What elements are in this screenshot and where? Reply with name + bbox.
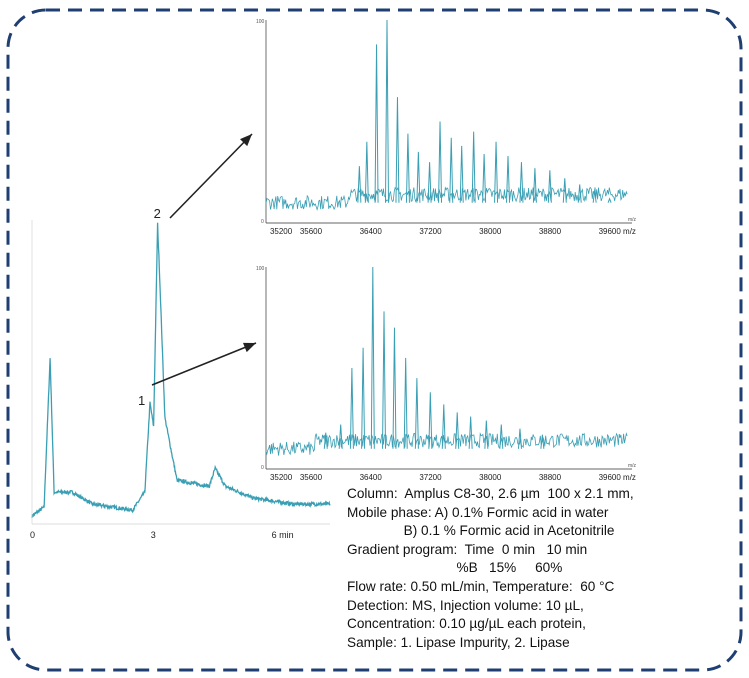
ms-spectrum-1-peak — [441, 404, 446, 449]
ms-spectrum-2-peak — [357, 166, 362, 203]
ms-spectrum-2-peak — [459, 145, 464, 203]
concentration-text: Concentration: 0.10 µg/µL each protein, — [347, 616, 586, 632]
ms-spectrum-1-peak — [540, 434, 545, 449]
mobile-phase-a-text: Mobile phase: A) 0.1% Formic acid in wat… — [347, 504, 609, 520]
ms-spectrum-2-peak — [532, 168, 537, 203]
ms-spectrum-1-y-tick: 0 — [261, 465, 264, 471]
sample-text: Sample: 1. Lipase Impurity, 2. Lipase — [347, 634, 570, 650]
ms-spectrum-2-peak — [385, 19, 390, 203]
ms-spectrum-2-tick-label: 35600 — [300, 227, 323, 236]
ms-spectrum-2-peak — [405, 133, 410, 203]
gradient-b-text: %B 15% 60% — [347, 560, 563, 576]
ms-spectrum-1-peak — [338, 424, 343, 449]
peak-arrows — [151, 133, 257, 386]
ms-spectrum-1-peak — [403, 357, 408, 449]
ms-spectrum-2-peak — [607, 197, 612, 203]
chromatogram-tick-label: 6 min — [272, 530, 294, 540]
ms-spectrum-1-peak — [323, 432, 328, 449]
ms-spectrum-1-peak — [484, 420, 489, 449]
chromatogram-plot: 0 3 6 min 1 2 — [30, 206, 331, 540]
ms-spectrum-2-tick-label: 36400 — [360, 227, 383, 236]
ms-spectrum-1-tick-label: 37200 — [419, 473, 442, 482]
ms-spectrum-2-tick-label: 35200 — [270, 227, 293, 236]
ms-spectrum-1-peak — [428, 392, 433, 449]
ms-spectrum-1-y-tick: 100 — [256, 266, 265, 272]
flow-rate-text: Flow rate: 0.50 mL/min, Temperature: 60 … — [347, 578, 615, 594]
ms-spectrum-1-tick-label: 38800 — [539, 473, 562, 482]
method-conditions: Column: Amplus C8-30, 2.6 µm 100 x 2.1 m… — [347, 485, 747, 652]
ms-spectrum-1-tick-label: 39600 m/z — [599, 473, 636, 482]
ms-spectrum-2-tick-label: 39600 m/z — [599, 227, 636, 236]
ms-spectrum-2-y-tick: 0 — [261, 219, 264, 225]
chromatogram-tick-label: 0 — [30, 530, 35, 540]
ms-spectrum-2-mz-label: m/z — [628, 217, 637, 223]
ms-spectrum-2-peak — [427, 162, 432, 203]
ms-spectrum-1-peak — [392, 327, 397, 449]
ms-spectrum-2-peak — [592, 190, 597, 203]
peak-label-2: 2 — [154, 206, 161, 221]
ms-spectrum-2-peak — [449, 137, 454, 203]
ms-spectrum-peak-1-plot: 100 0 35200 35600 36400 37200 38000 38800 39600 … — [256, 266, 637, 482]
ms-spectrum-peak-2-plot: 100 0 35200 35600 36400 37200 38000 38800 39600 … — [256, 19, 637, 236]
ms-spectrum-2-peak — [471, 131, 476, 203]
ms-spectrum-1-peak — [517, 428, 522, 449]
ms-spectrum-1-peak — [370, 266, 375, 449]
ms-spectrum-1-baseline-noise — [265, 432, 628, 456]
ms-spectrum-2-peak — [494, 141, 499, 203]
column-text: Column: Amplus C8-30, 2.6 µm 100 x 2.1 m… — [347, 486, 634, 501]
ms-spectrum-2-peak — [416, 151, 421, 203]
gradient-time-text: Gradient program: Time 0 min 10 min — [347, 541, 588, 557]
ms-spectrum-2-peak — [374, 44, 379, 203]
ms-spectrum-2-peak — [482, 153, 487, 203]
ms-spectrum-1-peak — [414, 378, 419, 449]
arrow-peak-2-head — [240, 134, 252, 147]
ms-spectrum-1-peak — [382, 311, 387, 449]
arrow-peak-2 — [169, 133, 253, 219]
ms-spectrum-1-peak — [499, 424, 504, 449]
ms-spectrum-2-peak — [577, 184, 582, 203]
peak-label-1: 1 — [138, 393, 145, 408]
ms-spectrum-1-tick-label: 35200 — [270, 473, 293, 482]
ms-spectrum-2-peak — [364, 141, 369, 203]
ms-spectrum-2-peak — [438, 121, 443, 203]
arrow-peak-1-head — [243, 342, 256, 353]
ms-spectrum-2-baseline-noise — [265, 186, 628, 211]
ms-spectrum-1-peak — [455, 412, 460, 449]
ms-spectrum-2-tick-label: 38000 — [479, 227, 502, 236]
ms-spectrum-1-tick-label: 38000 — [479, 473, 502, 482]
ms-spectrum-1-tick-label: 36400 — [360, 473, 383, 482]
ms-spectrum-2-peak — [562, 178, 567, 203]
ms-spectrum-2-tick-label: 37200 — [419, 227, 442, 236]
ms-spectrum-2-peak — [395, 97, 400, 203]
ms-spectrum-1-mz-label: m/z — [628, 463, 637, 469]
arrow-peak-1 — [151, 342, 257, 386]
chromatogram-trace — [31, 222, 331, 518]
ms-spectrum-1-peak — [349, 367, 354, 449]
ms-spectrum-1-tick-label: 35600 — [300, 473, 323, 482]
ms-spectrum-2-peak — [519, 162, 524, 203]
ms-spectrum-2-tick-label: 38800 — [539, 227, 562, 236]
ms-spectrum-1-peak — [468, 416, 473, 449]
ms-spectrum-2-y-tick: 100 — [256, 19, 265, 25]
chromatogram-tick-label: 3 — [151, 530, 156, 540]
ms-spectrum-2-peak — [506, 155, 511, 203]
ms-spectrum-2-peak — [547, 170, 552, 203]
detection-text: Detection: MS, Injection volume: 10 µL, — [347, 597, 584, 613]
ms-spectrum-1-peak — [361, 347, 366, 449]
mobile-phase-b-text: B) 0.1 % Formic acid in Acetonitrile — [347, 523, 615, 539]
